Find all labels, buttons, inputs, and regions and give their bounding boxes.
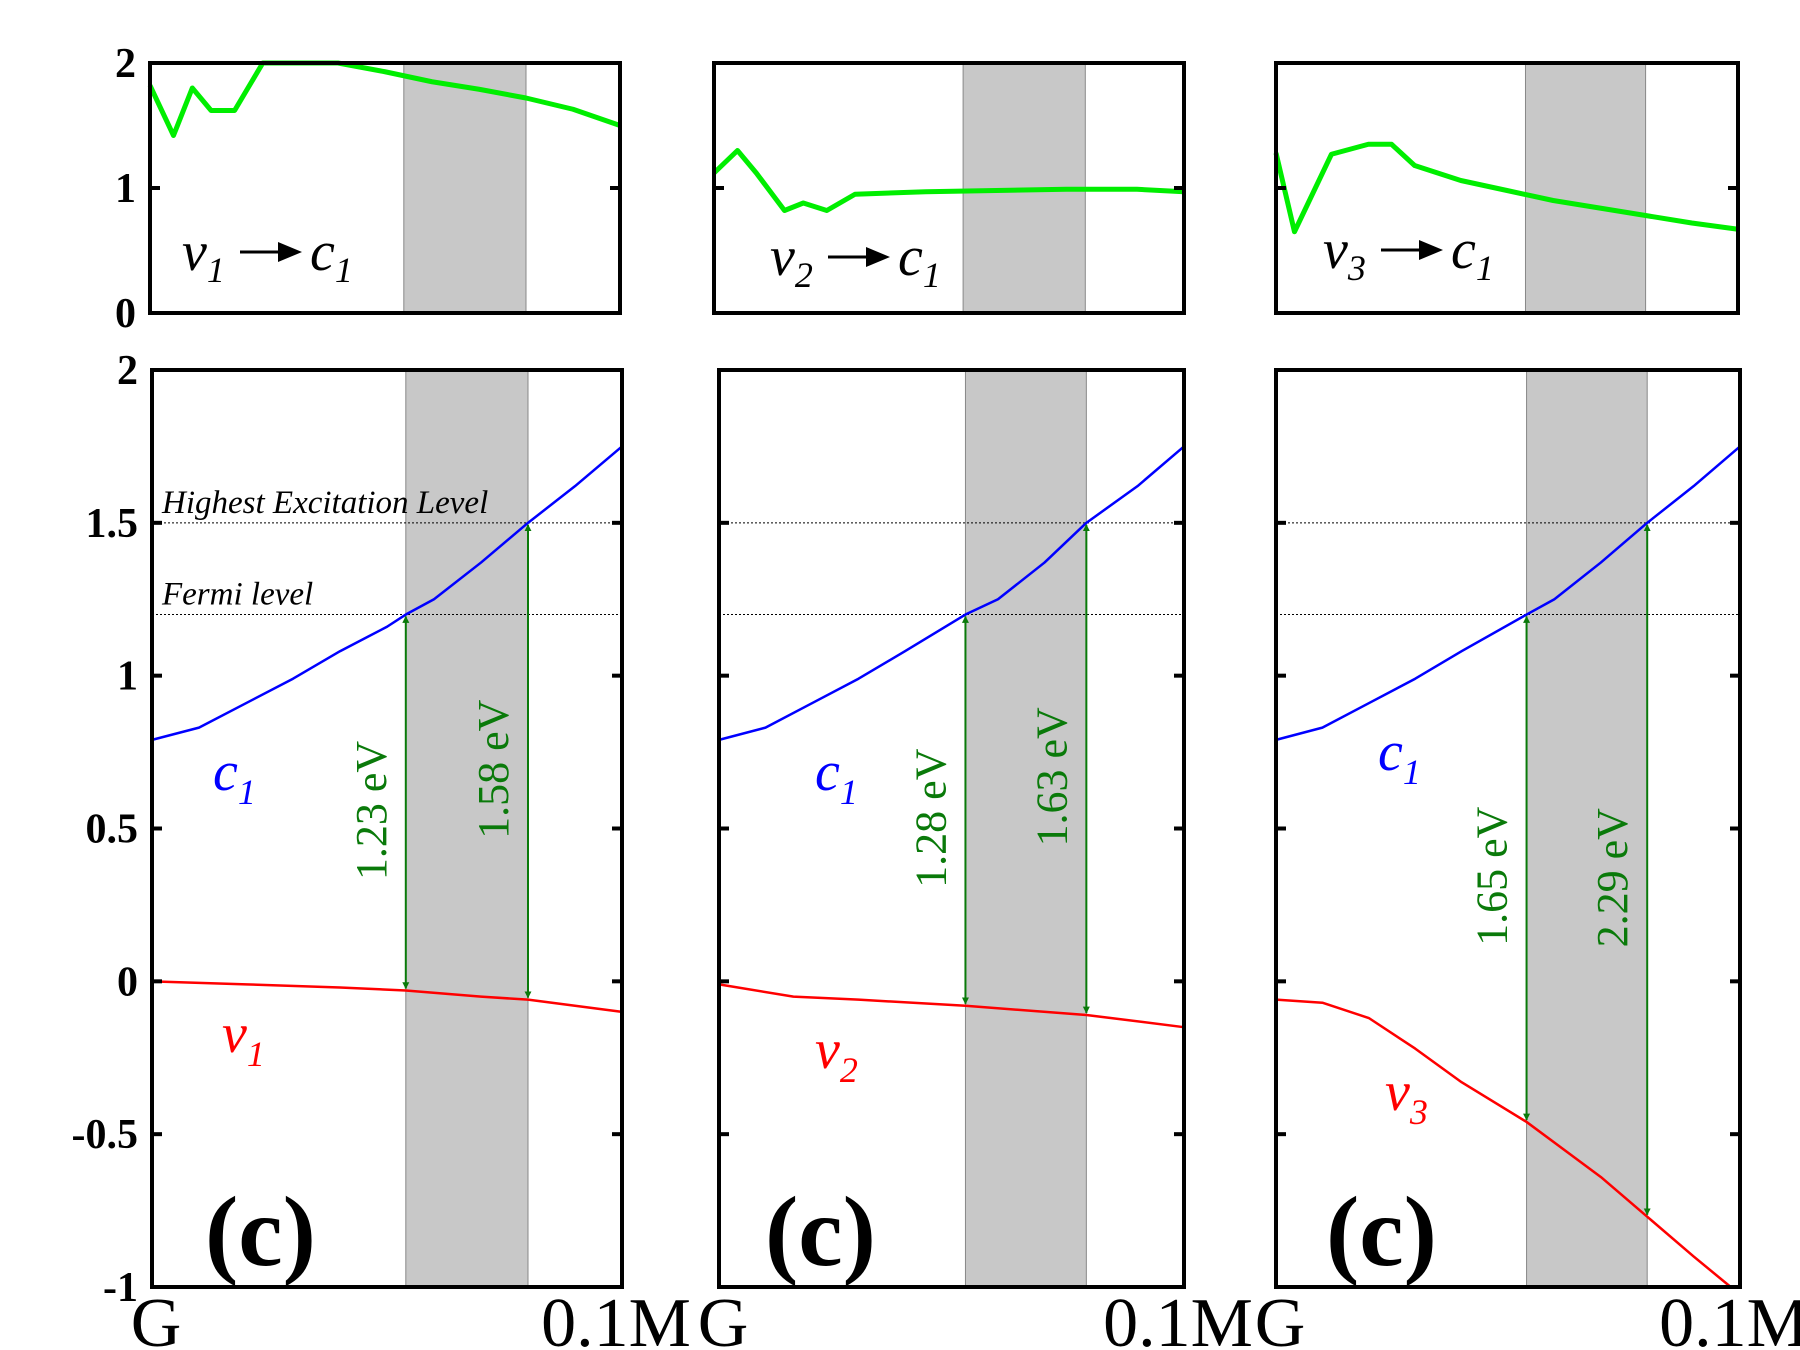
curve-label-c1: c1	[213, 741, 256, 812]
transition-energy-label: 1.23 eV	[347, 741, 396, 881]
series-line-v1	[151, 980, 623, 1014]
shaded-region	[403, 62, 527, 314]
panel-bottom-middle: 1.28 eV 1.63 eV G 0.1M c1 v2 (c)	[698, 368, 1253, 1350]
y-tick-label: 2	[117, 348, 138, 394]
x-tick-label-end: 0.1M	[541, 1285, 691, 1350]
y-tick-label: 1	[115, 166, 136, 212]
highest-excitation-level-label: Highest Excitation Level	[161, 485, 488, 521]
y-tick-label: 2	[115, 41, 136, 87]
x-tick-label-start: G	[698, 1285, 749, 1350]
y-tick-label: -0.5	[72, 1112, 139, 1158]
arrowhead-icon	[1419, 240, 1443, 260]
transition-energy-label: 1.65 eV	[1468, 806, 1517, 946]
y-tick-label: 0	[115, 291, 136, 337]
transition-to-label: c1	[1451, 219, 1494, 288]
series-line-ratio	[712, 148, 1185, 213]
x-tick-label-end: 0.1M	[1103, 1285, 1253, 1350]
arrowhead-icon	[866, 247, 890, 267]
curve-label-v2: v2	[815, 1019, 858, 1090]
shaded-region	[1524, 62, 1647, 314]
panel-tag: (c)	[1326, 1176, 1437, 1287]
transition-energy-label: 2.29 eV	[1588, 808, 1637, 948]
panel-tag: (c)	[205, 1176, 316, 1287]
series-line-c1	[1275, 445, 1741, 742]
y-tick-label: 1	[117, 654, 138, 700]
panel-top-right: v3 c1	[1273, 61, 1740, 315]
transition-to-label: c1	[310, 221, 353, 290]
x-tick-label-start: G	[1255, 1285, 1306, 1350]
x-tick-label-end: 0.1M	[1659, 1285, 1800, 1350]
transition-energy-label: 1.58 eV	[469, 699, 518, 839]
panel-bottom-right: 1.65 eV 2.29 eV G 0.1M c1 v3 (c)	[1255, 368, 1800, 1350]
panel-top-left: 0 1 2 v1 c1	[115, 41, 622, 337]
panel-bottom-left: Highest Excitation Level Fermi level 1.23 …	[72, 348, 691, 1350]
transition-energy-label: 1.63 eV	[1027, 707, 1076, 847]
series-line-c1	[718, 445, 1185, 742]
series-line-ratio	[1273, 141, 1739, 235]
transition-from-label: v1	[182, 221, 225, 290]
y-tick-label: 1.5	[86, 501, 139, 547]
transition-from-label: v2	[770, 226, 813, 295]
curve-label-c1: c1	[1378, 721, 1421, 792]
transition-label: v2 c1	[770, 226, 941, 295]
x-tick-label-start: G	[131, 1285, 182, 1350]
curve-label-c1: c1	[815, 741, 858, 812]
transition-energy-label: 1.28 eV	[906, 748, 955, 888]
transition-to-label: c1	[898, 226, 941, 295]
fermi-level-label: Fermi level	[161, 577, 313, 613]
y-tick-label: 0	[117, 959, 138, 1005]
series-line-c1	[151, 445, 623, 742]
arrowhead-icon	[278, 242, 302, 262]
y-tick-label: -1	[103, 1265, 138, 1311]
transition-label: v3 c1	[1323, 219, 1494, 288]
transition-from-label: v3	[1323, 219, 1366, 288]
series-line-v2	[718, 983, 1185, 1029]
curve-label-v3: v3	[1385, 1061, 1428, 1132]
curve-label-v1: v1	[222, 1003, 265, 1074]
shaded-region	[405, 369, 529, 1288]
panel-tag: (c)	[765, 1176, 876, 1287]
series-line-v3	[1275, 998, 1732, 1288]
panel-top-middle: v2 c1	[712, 61, 1186, 315]
y-tick-label: 0.5	[86, 807, 139, 853]
transition-label: v1 c1	[182, 221, 353, 290]
series-line-ratio	[147, 60, 621, 138]
